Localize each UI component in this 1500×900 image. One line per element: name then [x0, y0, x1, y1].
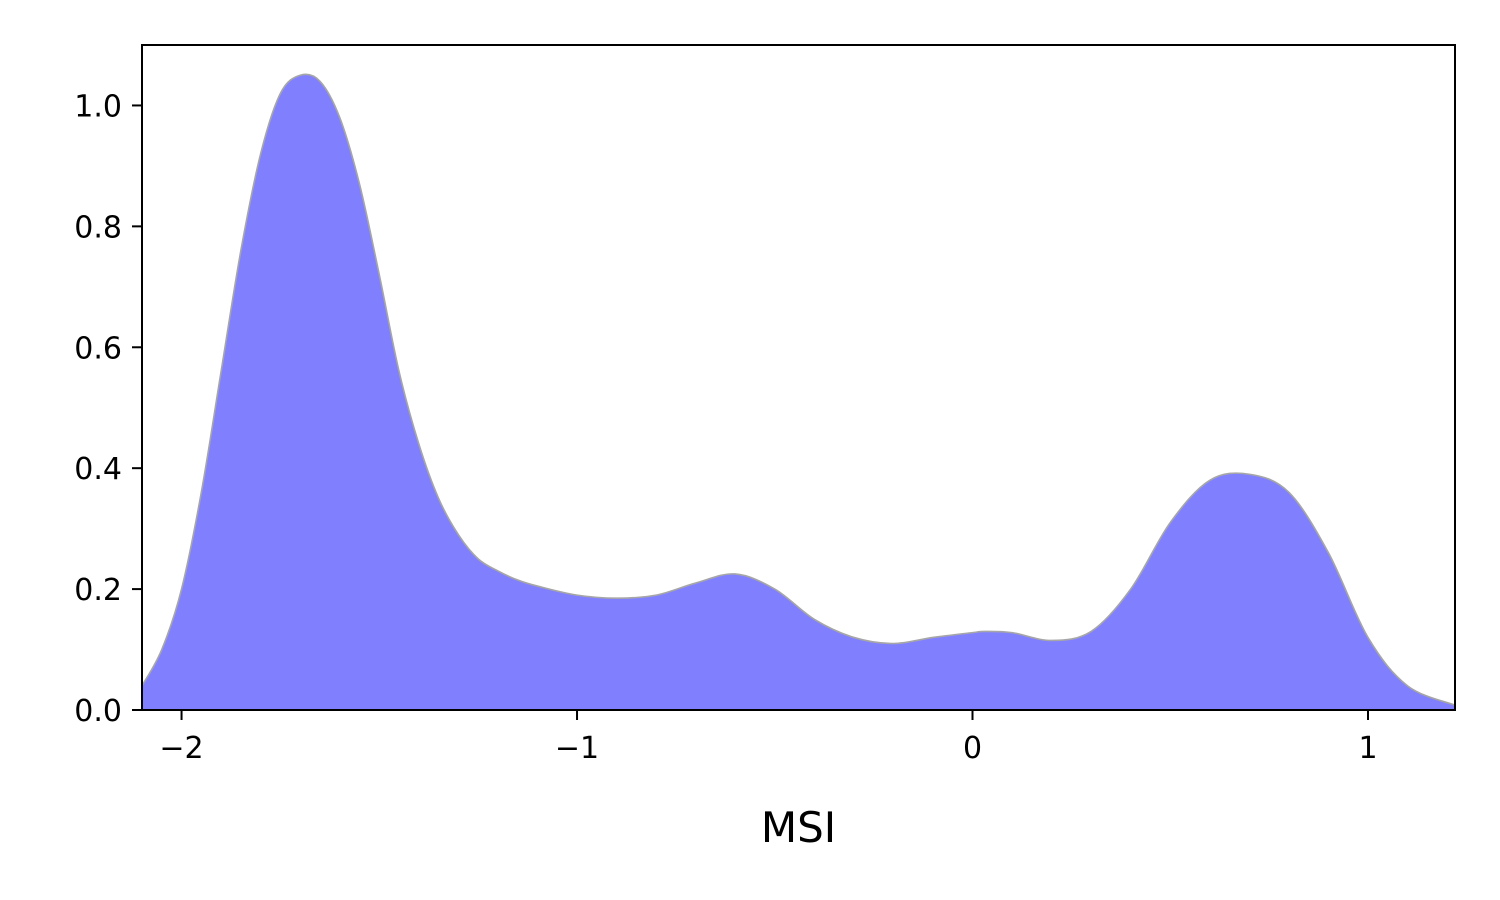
x-tick-label: −2 — [159, 731, 203, 766]
x-axis-label: MSI — [761, 803, 836, 852]
plot-frame — [141, 44, 1456, 711]
y-tick-label: 0.8 — [74, 210, 122, 245]
y-tick-label: 0.0 — [74, 694, 122, 729]
y-tick-label: 0.6 — [74, 331, 122, 366]
y-tick-label: 1.0 — [74, 89, 122, 124]
density-outline — [141, 73, 1456, 706]
y-tick-label: 0.2 — [74, 573, 122, 608]
density-area — [142, 74, 1455, 710]
x-tick-label: 0 — [963, 731, 982, 766]
x-tick-label: 1 — [1358, 731, 1377, 766]
y-tick-label: 0.4 — [74, 452, 122, 487]
x-tick-label: −1 — [555, 731, 599, 766]
